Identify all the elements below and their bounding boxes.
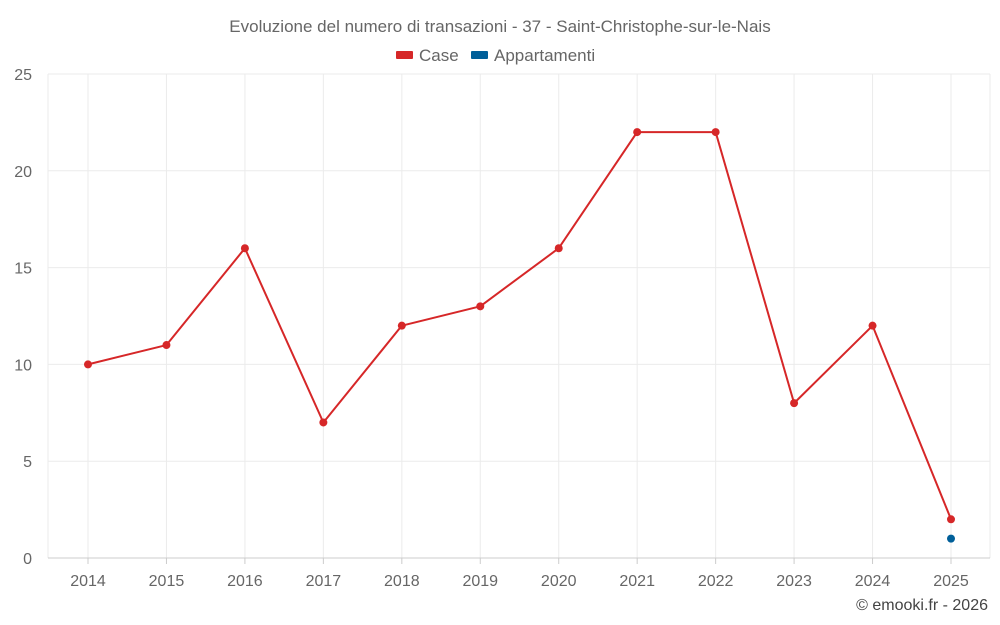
data-point-case[interactable] — [319, 418, 328, 427]
x-tick-label: 2020 — [541, 573, 577, 590]
data-point-case[interactable] — [397, 321, 406, 330]
x-tick-label: 2014 — [70, 573, 106, 590]
data-point-case[interactable] — [868, 321, 877, 330]
credit-text: © emooki.fr - 2026 — [856, 597, 988, 614]
y-tick-label: 0 — [23, 551, 32, 568]
grid-layer — [47, 73, 991, 558]
data-point-case[interactable] — [790, 399, 799, 408]
legend-label-case[interactable]: Case — [419, 46, 459, 65]
legend-label-appartamenti[interactable]: Appartamenti — [494, 46, 595, 65]
series-line-case — [87, 131, 952, 520]
x-tick-label: 2016 — [227, 573, 263, 590]
series-layer — [84, 128, 955, 543]
legend-swatch-appartamenti[interactable] — [471, 51, 488, 59]
chart-title: Evoluzione del numero di transazioni - 3… — [229, 17, 770, 36]
y-tick-label: 20 — [14, 164, 32, 181]
data-point-case[interactable] — [162, 341, 171, 350]
legend: Case Appartamenti — [396, 46, 595, 65]
y-tick-label: 10 — [14, 357, 32, 374]
data-point-case[interactable] — [947, 515, 955, 524]
data-point-case[interactable] — [554, 244, 563, 253]
data-point-case[interactable] — [240, 244, 249, 253]
x-tick-label: 2025 — [933, 573, 969, 590]
x-tick-label: 2023 — [776, 573, 812, 590]
x-tick-label: 2021 — [619, 573, 655, 590]
y-tick-label: 15 — [14, 261, 32, 278]
data-point-case[interactable] — [476, 302, 485, 311]
x-tick-label: 2015 — [149, 573, 185, 590]
x-tick-label: 2017 — [306, 573, 342, 590]
data-point-case[interactable] — [711, 128, 720, 137]
data-point-case[interactable] — [84, 360, 92, 369]
y-tick-label: 25 — [14, 67, 32, 84]
y-tick-label: 5 — [23, 454, 32, 471]
legend-swatch-case[interactable] — [396, 51, 413, 59]
x-tick-label: 2024 — [855, 573, 891, 590]
x-tick-label: 2019 — [462, 573, 498, 590]
data-point-appartamenti[interactable] — [947, 534, 955, 543]
x-tick-label: 2018 — [384, 573, 420, 590]
data-point-case[interactable] — [633, 128, 642, 137]
x-tick-label: 2022 — [698, 573, 734, 590]
